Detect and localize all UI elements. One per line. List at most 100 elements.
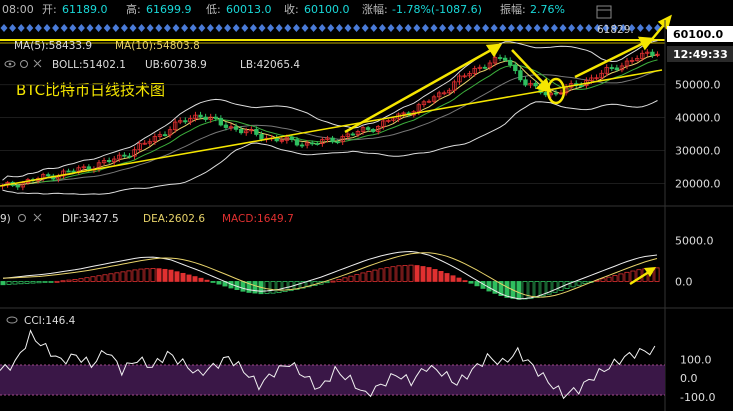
candle-body xyxy=(594,77,599,80)
macd-y-tick-label: 0.0 xyxy=(675,275,693,288)
candle-body xyxy=(370,129,376,132)
candle-body xyxy=(335,141,340,144)
candle-body xyxy=(487,62,493,69)
candle-body xyxy=(127,155,132,158)
candle-body xyxy=(122,154,127,157)
dea-line xyxy=(2,252,658,298)
macd-bar xyxy=(624,271,630,282)
macd-bar xyxy=(144,268,150,282)
macd-bar xyxy=(72,279,78,282)
event-marker xyxy=(430,24,438,32)
macd-close-icon[interactable] xyxy=(33,213,42,222)
macd-bar xyxy=(270,281,276,294)
header-close-label: 收: xyxy=(284,2,299,16)
macd-bar xyxy=(108,273,114,282)
event-marker xyxy=(172,24,180,32)
header-amplitude: 2.76% xyxy=(530,3,565,16)
macd-bar xyxy=(60,280,66,283)
event-marker xyxy=(292,24,300,32)
candle-body xyxy=(71,170,76,173)
macd-bar xyxy=(408,264,414,282)
settings-icon[interactable] xyxy=(20,60,28,68)
event-marker xyxy=(327,24,335,32)
macd-bar xyxy=(42,281,48,283)
event-marker xyxy=(611,24,619,32)
macd-bar xyxy=(84,277,90,282)
event-marker xyxy=(396,24,404,32)
candle-body xyxy=(157,134,163,137)
candle-body xyxy=(533,82,538,87)
highlight-circle xyxy=(546,77,566,105)
candle-body xyxy=(193,114,198,119)
candle-body xyxy=(254,129,259,135)
event-marker xyxy=(129,24,137,32)
candle-body xyxy=(279,139,284,142)
event-marker xyxy=(95,24,103,32)
macd-bar xyxy=(372,269,378,282)
candle-body xyxy=(634,58,640,61)
macd-y-tick-label: 5000.0 xyxy=(675,234,714,247)
header-time: 08:00 xyxy=(2,3,34,16)
candle-body xyxy=(401,112,406,115)
candle-body xyxy=(624,60,630,67)
macd-settings-icon[interactable] xyxy=(18,214,26,222)
macd-bar xyxy=(612,275,618,282)
event-marker xyxy=(249,24,257,32)
candle-body xyxy=(421,101,427,106)
candle-body xyxy=(304,142,310,146)
event-marker xyxy=(17,24,25,32)
dif-line xyxy=(2,250,658,300)
macd-bar xyxy=(0,281,6,286)
event-marker xyxy=(507,24,515,32)
macd-bar xyxy=(126,270,132,282)
time-badge: 12:49:33 xyxy=(667,46,733,62)
macd-bar xyxy=(30,281,36,284)
eye-icon[interactable] xyxy=(4,60,16,68)
event-marker xyxy=(34,24,42,32)
macd-bar xyxy=(216,281,222,285)
macd-bar xyxy=(540,281,546,297)
macd-bar xyxy=(498,281,504,296)
support-trend-line xyxy=(0,69,663,187)
macd-bar xyxy=(366,270,372,282)
macd-y-axis: 5000.0 0.0 xyxy=(675,234,714,288)
macd-bar xyxy=(24,281,30,284)
candle-body xyxy=(81,166,86,169)
event-marker xyxy=(421,24,429,32)
calendar-icon[interactable] xyxy=(596,5,612,19)
macd-bar xyxy=(438,271,444,282)
candle-body xyxy=(152,136,158,143)
macd-bar xyxy=(252,281,258,294)
candle-body xyxy=(376,125,381,132)
macd-bar xyxy=(198,277,204,282)
candle-body xyxy=(162,134,168,137)
time-badge-value: 12:49:33 xyxy=(673,48,728,61)
macd-bar xyxy=(114,272,120,282)
candle-body xyxy=(167,129,173,136)
cci-eye-icon[interactable] xyxy=(6,316,18,324)
candle-body xyxy=(147,141,152,144)
macd-bar xyxy=(570,281,576,288)
macd-bar xyxy=(174,271,180,282)
event-marker xyxy=(593,24,601,32)
close-icon[interactable] xyxy=(33,59,42,68)
candle-body xyxy=(249,129,254,132)
candle-body xyxy=(381,120,386,127)
price-badge-value: 60100.0 xyxy=(673,28,723,41)
cci-neutral-band xyxy=(0,365,665,395)
macd-prefix: 9) xyxy=(0,213,11,225)
macd-bar xyxy=(606,276,612,282)
chart-title: BTC比特币日线技术图 xyxy=(16,81,165,99)
event-marker xyxy=(568,24,576,32)
macd-bar xyxy=(78,278,84,282)
macd-bar xyxy=(378,268,384,282)
event-marker xyxy=(335,24,343,32)
macd-bar xyxy=(444,273,450,282)
macd-bar xyxy=(240,281,246,292)
event-marker xyxy=(103,24,111,32)
candle-body xyxy=(426,100,432,103)
event-marker xyxy=(490,24,498,32)
boll-lower-band xyxy=(2,100,658,195)
cci-label: CCI:146.4 xyxy=(24,315,76,327)
event-marker xyxy=(181,24,189,32)
